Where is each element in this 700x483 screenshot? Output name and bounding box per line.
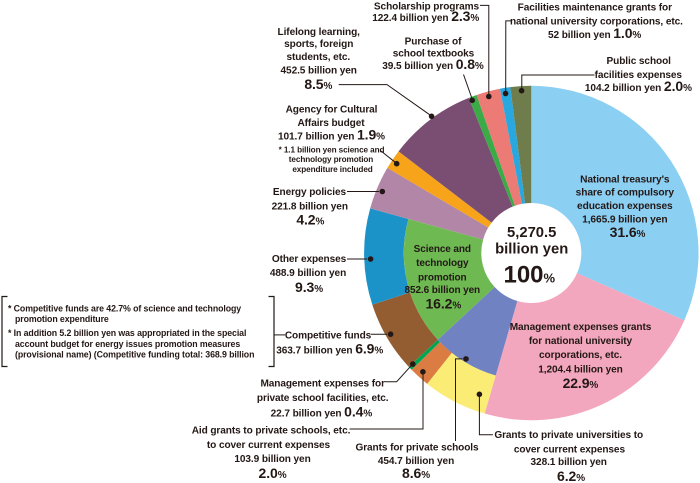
svg-text:billion yen: billion yen xyxy=(495,241,568,257)
svg-text:promotion: promotion xyxy=(418,272,467,283)
svg-text:9.3%: 9.3% xyxy=(295,279,323,295)
svg-text:national university corporatio: national university corporations, etc. xyxy=(510,16,683,27)
svg-text:Grants to private universities: Grants to private universities to xyxy=(494,430,643,441)
svg-text:52 billion yen 1.0%: 52 billion yen 1.0% xyxy=(548,25,641,41)
svg-text:Management expenses for: Management expenses for xyxy=(260,378,385,389)
svg-text:Agency for Cultural: Agency for Cultural xyxy=(286,104,378,115)
svg-text:Scholarship programs: Scholarship programs xyxy=(374,1,480,12)
svg-text:2.0%: 2.0% xyxy=(259,465,287,481)
svg-text:454.7 billion yen: 454.7 billion yen xyxy=(378,456,454,467)
svg-text:100%: 100% xyxy=(503,261,555,288)
svg-text:expenditure included: expenditure included xyxy=(292,165,372,174)
svg-text:to cover current expenses: to cover current expenses xyxy=(207,440,331,451)
svg-text:education expenses: education expenses xyxy=(577,201,673,212)
svg-text:account budget for energy issu: account budget for energy issues promoti… xyxy=(15,339,240,349)
svg-text:Competitive funds: Competitive funds xyxy=(285,330,372,341)
svg-text:promotion expenditure: promotion expenditure xyxy=(15,314,109,324)
svg-text:Facilities maintenance grants: Facilities maintenance grants for xyxy=(518,3,672,14)
svg-text:328.1 billion yen: 328.1 billion yen xyxy=(531,457,607,468)
svg-text:452.5 billion yen: 452.5 billion yen xyxy=(281,66,357,77)
svg-text:* In addition 5.2 billion yen: * In addition 5.2 billion yen was approp… xyxy=(8,328,246,338)
svg-text:Science and: Science and xyxy=(414,244,471,255)
svg-text:students, etc.: students, etc. xyxy=(286,52,350,63)
svg-text:363.7 billion yen 6.9%: 363.7 billion yen 6.9% xyxy=(276,340,383,356)
svg-text:221.8 billion yen: 221.8 billion yen xyxy=(272,201,348,212)
svg-text:technology: technology xyxy=(416,258,469,269)
svg-text:39.5 billion yen 0.8%: 39.5 billion yen 0.8% xyxy=(382,56,484,72)
svg-text:cover current expenses: cover current expenses xyxy=(514,444,626,455)
svg-text:852.6 billion yen: 852.6 billion yen xyxy=(405,285,481,296)
svg-text:* Competitive funds are 42.7%: * Competitive funds are 42.7% of science… xyxy=(8,303,241,313)
svg-text:Affairs budget: Affairs budget xyxy=(297,118,365,129)
svg-text:Energy policies: Energy policies xyxy=(273,187,347,198)
svg-text:* 1.1 billion yen science and: * 1.1 billion yen science and xyxy=(279,146,385,155)
svg-text:22.7 billion yen 0.4%: 22.7 billion yen 0.4% xyxy=(271,404,373,420)
svg-text:facilities expenses: facilities expenses xyxy=(595,70,683,81)
svg-text:8.5%: 8.5% xyxy=(304,76,332,92)
svg-text:private school facilities, etc: private school facilities, etc. xyxy=(257,393,389,404)
svg-text:22.9%: 22.9% xyxy=(563,375,599,391)
svg-text:122.4 billion yen 2.3%: 122.4 billion yen 2.3% xyxy=(372,8,479,24)
svg-text:1,204.4 billion yen: 1,204.4 billion yen xyxy=(538,364,623,375)
svg-text:1,665.9 billion yen: 1,665.9 billion yen xyxy=(582,215,667,226)
svg-text:104.2 billion yen 2.0%: 104.2 billion yen 2.0% xyxy=(585,78,692,94)
svg-text:for national university: for national university xyxy=(529,336,633,347)
svg-text:4.2%: 4.2% xyxy=(296,211,324,227)
svg-text:31.6%: 31.6% xyxy=(610,224,646,240)
svg-text:corporations, etc.: corporations, etc. xyxy=(539,350,622,361)
svg-text:6.2%: 6.2% xyxy=(557,468,585,483)
svg-text:Public school: Public school xyxy=(607,56,672,67)
svg-text:Grants for private schools: Grants for private schools xyxy=(355,443,479,454)
svg-text:Management expenses grants: Management expenses grants xyxy=(510,322,652,333)
svg-text:sports, foreign: sports, foreign xyxy=(284,39,353,50)
svg-text:101.7 billion yen 1.9%: 101.7 billion yen 1.9% xyxy=(278,127,385,143)
svg-text:Other expenses: Other expenses xyxy=(272,254,347,265)
svg-text:share of compulsory: share of compulsory xyxy=(576,188,675,199)
svg-text:16.2%: 16.2% xyxy=(425,295,461,311)
svg-text:103.9 billion yen: 103.9 billion yen xyxy=(234,454,310,465)
svg-text:488.9 billion yen: 488.9 billion yen xyxy=(270,268,346,279)
svg-text:Lifelong learning,: Lifelong learning, xyxy=(278,27,361,38)
svg-text:Aid grants to private schools,: Aid grants to private schools, etc. xyxy=(192,426,351,437)
svg-text:8.6%: 8.6% xyxy=(402,465,430,481)
svg-text:National treasury's: National treasury's xyxy=(580,174,670,185)
svg-text:technology promotion: technology promotion xyxy=(289,155,374,164)
svg-text:Purchase of: Purchase of xyxy=(405,37,462,48)
svg-text:(provisional name) (Competitiv: (provisional name) (Competitive funding … xyxy=(15,350,254,360)
svg-text:5,270.5: 5,270.5 xyxy=(507,225,556,241)
svg-text:school textbooks: school textbooks xyxy=(393,49,475,60)
